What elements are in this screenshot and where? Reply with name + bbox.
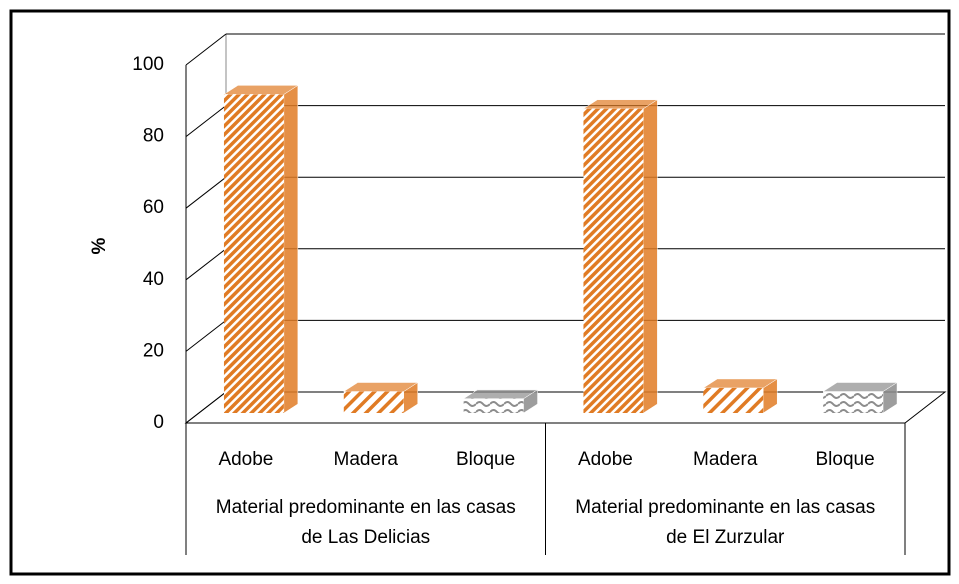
y-tick-label: 80 bbox=[143, 126, 164, 147]
bar bbox=[703, 387, 764, 413]
bar bbox=[583, 108, 644, 413]
y-axis-label: % bbox=[89, 237, 110, 254]
grid-line-side bbox=[185, 320, 227, 352]
bar-side bbox=[643, 99, 658, 414]
bar-side bbox=[283, 84, 299, 414]
y-tick-label: 40 bbox=[143, 269, 164, 290]
y-tick-label: 20 bbox=[143, 340, 164, 361]
grid-line-side bbox=[185, 176, 227, 209]
group-label: Material predominante en las casas de La… bbox=[215, 497, 516, 548]
x-tick-label: Adobe bbox=[578, 449, 633, 470]
x-tick-label: Madera bbox=[334, 449, 399, 470]
group-label: Material predominante en las casas de El… bbox=[575, 497, 876, 548]
grid-line-side bbox=[185, 105, 227, 137]
y-tick-label: 0 bbox=[153, 412, 164, 433]
grid-line-side bbox=[185, 33, 227, 66]
x-tick-label: Bloque bbox=[456, 449, 515, 470]
bar bbox=[223, 94, 284, 413]
bar bbox=[823, 391, 884, 413]
y-tick-label: 60 bbox=[143, 197, 164, 218]
grid-line-side bbox=[185, 391, 227, 424]
x-tick-label: Bloque bbox=[815, 449, 874, 470]
x-tick-label: Madera bbox=[693, 449, 758, 470]
bar bbox=[343, 391, 404, 413]
border bbox=[9, 9, 951, 576]
grid-line-side bbox=[185, 248, 227, 281]
y-tick-label: 100 bbox=[132, 54, 164, 75]
x-tick-label: Adobe bbox=[218, 449, 273, 470]
bar bbox=[463, 398, 524, 413]
